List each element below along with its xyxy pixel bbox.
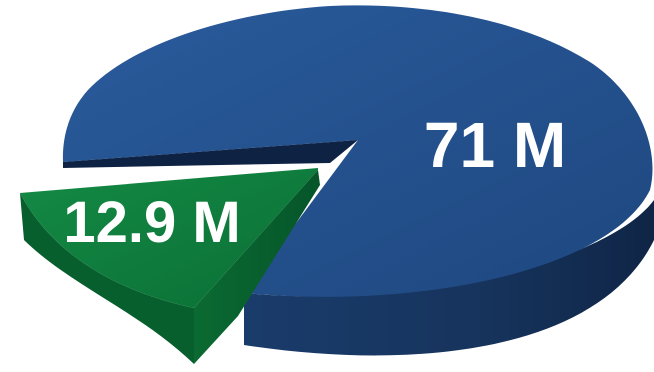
- label-71m: 71 M: [424, 109, 566, 181]
- slice-12-9m-side: [194, 170, 320, 364]
- slice-12-9m-front: [20, 193, 194, 364]
- slice-71m-cut-shadow: [63, 140, 358, 168]
- slice-12-9m: [20, 168, 318, 308]
- slice-71m: [62, 5, 653, 297]
- slice-71m-side: [244, 200, 654, 356]
- label-12-9m: 12.9 M: [63, 190, 240, 255]
